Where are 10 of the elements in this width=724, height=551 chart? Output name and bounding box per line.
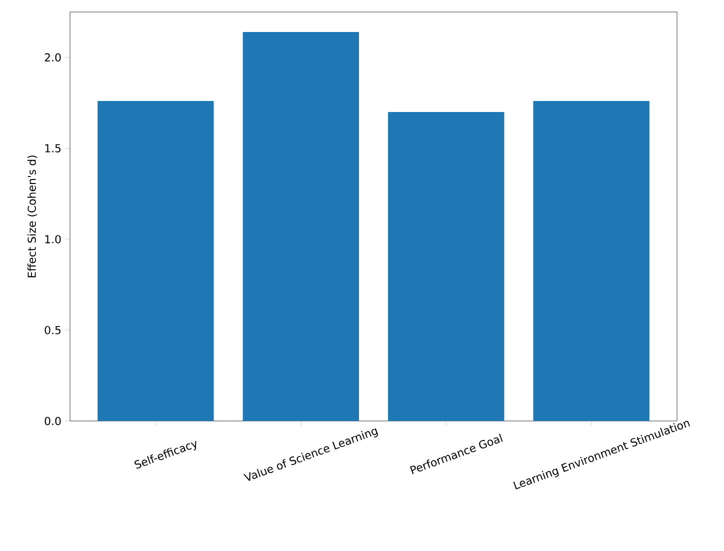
y-tick-label: 1.0 xyxy=(45,235,61,244)
y-axis-title: Effect Size (Cohen's d) xyxy=(27,156,38,278)
y-tick-label: 0.5 xyxy=(44,326,61,334)
bar xyxy=(242,32,359,421)
bar xyxy=(98,101,214,421)
y-tick-label: 0.0 xyxy=(44,416,61,426)
bar xyxy=(388,112,504,421)
y-tick-label: 1.5 xyxy=(45,144,61,152)
bar xyxy=(533,101,650,421)
y-tick-label: 2.0 xyxy=(44,53,61,62)
